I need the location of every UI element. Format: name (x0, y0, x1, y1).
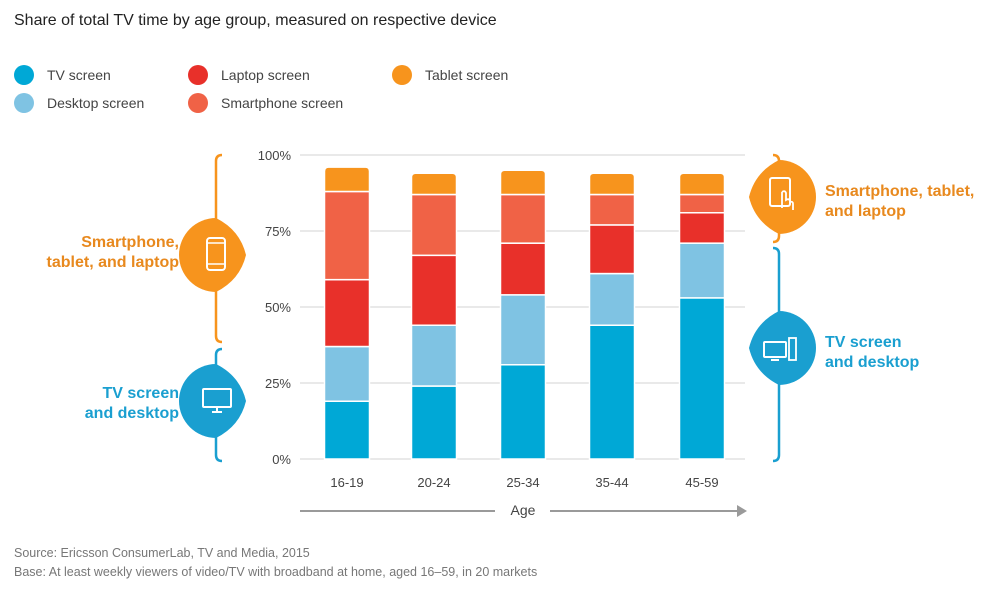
legend-item-tv-screen: TV screen (14, 65, 111, 85)
bar-segment-desktop-screen-35-44 (588, 272, 636, 326)
y-tick-label: 100% (258, 148, 292, 163)
right-bracket-blue (749, 246, 816, 463)
bar-segment-smartphone-screen-35-44 (588, 193, 636, 226)
bars (323, 166, 726, 460)
legend-label: Desktop screen (47, 95, 145, 111)
x-tick-label: 20-24 (417, 475, 450, 490)
legend-item-tablet-screen: Tablet screen (392, 65, 508, 85)
bar-segment-tablet-screen-20-24 (410, 172, 458, 196)
x-tick-label: 25-34 (506, 475, 539, 490)
callout-line: and laptop (825, 203, 906, 220)
legend-swatch-tablet (392, 65, 412, 85)
right-bracket-orange (749, 153, 816, 244)
bar-segment-tablet-screen-45-59 (678, 172, 726, 196)
callout-line: tablet, and laptop (46, 254, 179, 271)
legend-label: TV screen (47, 67, 111, 83)
bar-segment-smartphone-screen-16-19 (323, 190, 371, 281)
source-note: Source: Ericsson ConsumerLab, TV and Med… (14, 546, 310, 560)
x-tick-label: 45-59 (685, 475, 718, 490)
callout-line: TV screen (825, 334, 902, 351)
legend-item-desktop-screen: Desktop screen (14, 93, 144, 113)
legend-swatch-laptop (188, 65, 208, 85)
left-orange-bubble (179, 218, 246, 292)
bar-segment-tv-screen-35-44 (588, 324, 636, 460)
bar-segment-smartphone-screen-25-34 (499, 193, 547, 244)
bar-segment-desktop-screen-25-34 (499, 294, 547, 366)
bar-segment-tv-screen-45-59 (678, 297, 726, 460)
right-blue-bubble (749, 311, 816, 385)
tv-icon (202, 388, 232, 413)
bar-segment-laptop-screen-20-24 (410, 254, 458, 326)
callout-line: TV screen (102, 385, 179, 402)
bar-segment-desktop-screen-45-59 (678, 242, 726, 299)
y-axis-ticks: 0% 25% 50% 75% 100% (258, 148, 292, 467)
right-bottom-callout: TV screen and desktop (825, 333, 919, 373)
bar-segment-laptop-screen-45-59 (678, 212, 726, 244)
callout-line: Smartphone, (81, 234, 179, 251)
left-bracket-blue (179, 347, 246, 463)
tablet-touch-icon (769, 177, 794, 210)
bar-segment-smartphone-screen-20-24 (410, 193, 458, 257)
y-tick-label: 75% (265, 224, 291, 239)
bar-segment-laptop-screen-25-34 (499, 242, 547, 296)
bar-segment-tv-screen-20-24 (410, 385, 458, 460)
legend-item-smartphone-screen: Smartphone screen (188, 93, 343, 113)
bar-segment-tv-screen-16-19 (323, 400, 371, 460)
x-tick-label: 35-44 (595, 475, 628, 490)
left-bottom-callout: TV screen and desktop (85, 384, 179, 424)
left-top-callout: Smartphone, tablet, and laptop (47, 233, 179, 273)
left-bracket-orange (179, 153, 246, 344)
y-tick-label: 0% (272, 452, 291, 467)
right-top-callout: Smartphone, tablet, and laptop (825, 182, 974, 222)
bar-segment-tablet-screen-35-44 (588, 172, 636, 196)
bar-segment-smartphone-screen-45-59 (678, 193, 726, 214)
callout-line: Smartphone, tablet, (825, 183, 975, 200)
bar-segment-laptop-screen-35-44 (588, 224, 636, 275)
x-axis-ticks: 16-19 20-24 25-34 35-44 45-59 (330, 475, 718, 490)
bar-segment-tablet-screen-25-34 (499, 169, 547, 196)
legend-item-laptop-screen: Laptop screen (188, 65, 310, 85)
base-note: Base: At least weekly viewers of video/T… (14, 565, 538, 579)
age-axis-arrow: Age (300, 502, 747, 518)
chart-title: Share of total TV time by age group, mea… (14, 12, 497, 29)
desktop-icon (763, 337, 797, 361)
legend-label: Laptop screen (221, 67, 310, 83)
legend-swatch-tv (14, 65, 34, 85)
y-tick-label: 50% (265, 300, 291, 315)
x-tick-label: 16-19 (330, 475, 363, 490)
bar-segment-desktop-screen-20-24 (410, 324, 458, 387)
bar-segment-tablet-screen-16-19 (323, 166, 371, 193)
legend-label: Smartphone screen (221, 95, 344, 111)
y-tick-label: 25% (265, 376, 291, 391)
legend-label: Tablet screen (425, 67, 509, 83)
smartphone-icon (206, 237, 226, 271)
bar-segment-laptop-screen-16-19 (323, 278, 371, 348)
bar-segment-tv-screen-25-34 (499, 364, 547, 460)
callout-line: and desktop (825, 354, 920, 371)
x-axis-label: Age (511, 502, 536, 518)
legend-swatch-smartphone (188, 93, 208, 113)
callout-line: and desktop (84, 405, 179, 422)
left-blue-bubble (179, 364, 246, 438)
legend-swatch-desktop (14, 93, 34, 113)
bar-segment-desktop-screen-16-19 (323, 345, 371, 402)
